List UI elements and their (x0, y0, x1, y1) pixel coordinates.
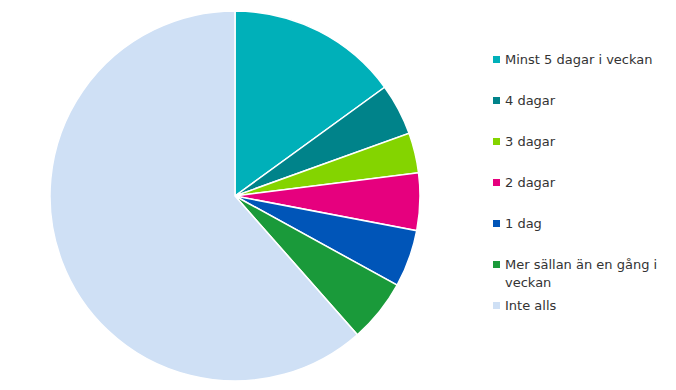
pie (50, 11, 420, 381)
legend-label-line: Minst 5 dagar i veckan (505, 52, 652, 67)
legend-label: 4 dagar (505, 93, 556, 108)
legend-swatch (493, 97, 500, 104)
legend-swatch (493, 179, 500, 186)
legend-swatch (493, 302, 500, 309)
legend-swatch (493, 138, 500, 145)
legend-label-line: Inte alls (505, 298, 556, 313)
legend-label-line: 2 dagar (505, 175, 556, 190)
legend: Minst 5 dagar i veckan 4 dagar 3 dagar 2 da… (493, 52, 657, 313)
legend-label: Minst 5 dagar i veckan (505, 52, 652, 67)
legend-label: 1 dag (505, 216, 542, 231)
legend-swatch (493, 56, 500, 63)
legend-label: 2 dagar (505, 175, 556, 190)
legend-label: 3 dagar (505, 134, 556, 149)
chart: Minst 5 dagar i veckan 4 dagar 3 dagar 2 da… (0, 0, 676, 390)
legend-label-line: Mer sällan än en gång i (505, 257, 657, 272)
legend-label: Inte alls (505, 298, 556, 313)
legend-label-line: 3 dagar (505, 134, 556, 149)
legend-label-line: 1 dag (505, 216, 542, 231)
legend-label-line: veckan (505, 275, 551, 290)
legend-label-line: 4 dagar (505, 93, 556, 108)
legend-swatch (493, 261, 500, 268)
legend-swatch (493, 220, 500, 227)
legend-label: Mer sällan än en gång i veckan (505, 257, 657, 290)
pie-slice (50, 11, 357, 381)
